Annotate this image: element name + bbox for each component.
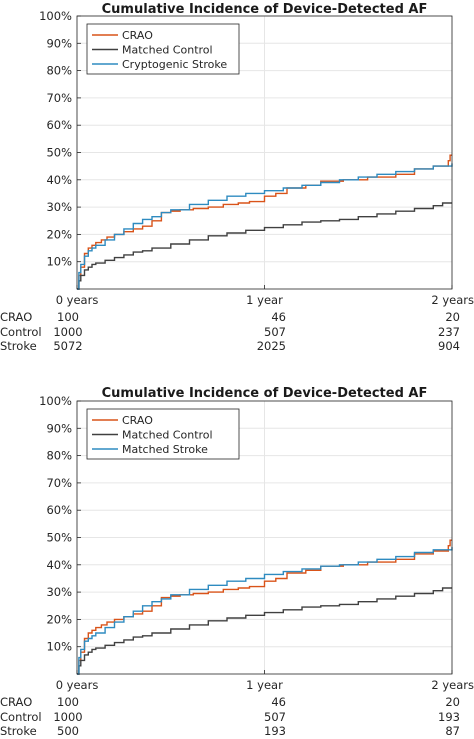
x-tick-label: 1 year xyxy=(246,678,283,692)
y-tick-label: 30% xyxy=(46,200,72,214)
risk-value: 46 xyxy=(271,695,286,709)
risk-row-label: Stroke xyxy=(0,724,37,735)
risk-value: 2025 xyxy=(257,339,286,353)
x-tick-label: 0 years xyxy=(56,678,99,692)
legend-entry: Matched Stroke xyxy=(122,443,208,456)
risk-value: 1000 xyxy=(53,710,82,724)
risk-row-label: Control xyxy=(0,325,42,339)
y-tick-label: 10% xyxy=(46,255,72,269)
risk-value: 5072 xyxy=(53,339,82,353)
risk-value: 100 xyxy=(57,310,79,324)
risk-value: 193 xyxy=(438,710,460,724)
risk-value: 237 xyxy=(438,325,460,339)
y-tick-label: 60% xyxy=(46,503,72,517)
x-tick-label: 1 year xyxy=(246,293,283,307)
risk-row-label: Stroke xyxy=(0,339,37,353)
y-tick-label: 40% xyxy=(46,558,72,572)
series-line-matched-stroke xyxy=(77,547,453,675)
y-tick-label: 70% xyxy=(46,476,72,490)
y-tick-label: 20% xyxy=(46,227,72,241)
risk-value: 87 xyxy=(445,724,460,735)
risk-value: 904 xyxy=(438,339,460,353)
legend-entry: Matched Control xyxy=(122,429,213,442)
y-tick-label: 90% xyxy=(46,36,72,50)
risk-value: 20 xyxy=(445,310,460,324)
risk-value: 507 xyxy=(264,710,286,724)
x-tick-label: 0 years xyxy=(56,293,99,307)
y-tick-label: 80% xyxy=(46,449,72,463)
x-tick-label: 2 years xyxy=(431,293,474,307)
legend-entry: CRAO xyxy=(122,414,153,427)
y-tick-label: 70% xyxy=(46,91,72,105)
risk-value: 500 xyxy=(57,724,79,735)
risk-value: 20 xyxy=(445,695,460,709)
y-tick-label: 50% xyxy=(46,531,72,545)
risk-value: 46 xyxy=(271,310,286,324)
y-tick-label: 40% xyxy=(46,173,72,187)
series-line-matched-control xyxy=(77,587,452,675)
risk-value: 193 xyxy=(264,724,286,735)
legend-entry: CRAO xyxy=(122,29,153,42)
x-tick-label: 2 years xyxy=(431,678,474,692)
risk-value: 1000 xyxy=(53,325,82,339)
risk-value: 100 xyxy=(57,695,79,709)
legend-entry: Matched Control xyxy=(122,44,213,57)
chart-title: Cumulative Incidence of Device-Detected … xyxy=(102,2,428,17)
y-tick-label: 10% xyxy=(46,640,72,654)
risk-row-label: CRAO xyxy=(0,310,32,324)
y-tick-label: 60% xyxy=(46,118,72,132)
chart-title: Cumulative Incidence of Device-Detected … xyxy=(102,386,428,401)
risk-value: 507 xyxy=(264,325,286,339)
y-tick-label: 100% xyxy=(39,9,72,23)
chart-1: Cumulative Incidence of Device-Detected … xyxy=(0,2,474,353)
legend-entry: Cryptogenic Stroke xyxy=(122,58,227,71)
y-tick-label: 50% xyxy=(46,146,72,160)
series-line-cryptogenic-stroke xyxy=(77,163,453,290)
risk-row-label: Control xyxy=(0,710,42,724)
y-tick-label: 80% xyxy=(46,64,72,78)
y-tick-label: 100% xyxy=(39,394,72,408)
y-tick-label: 30% xyxy=(46,585,72,599)
chart-2: Cumulative Incidence of Device-Detected … xyxy=(0,386,474,738)
risk-table: CRAO 100 46 20 Control 1000 507 237 Stroke 5072 20… xyxy=(0,310,460,353)
risk-row-label: CRAO xyxy=(0,695,32,709)
y-tick-label: 20% xyxy=(46,612,72,626)
y-tick-label: 90% xyxy=(46,421,72,435)
series-line-matched-control xyxy=(77,202,452,290)
